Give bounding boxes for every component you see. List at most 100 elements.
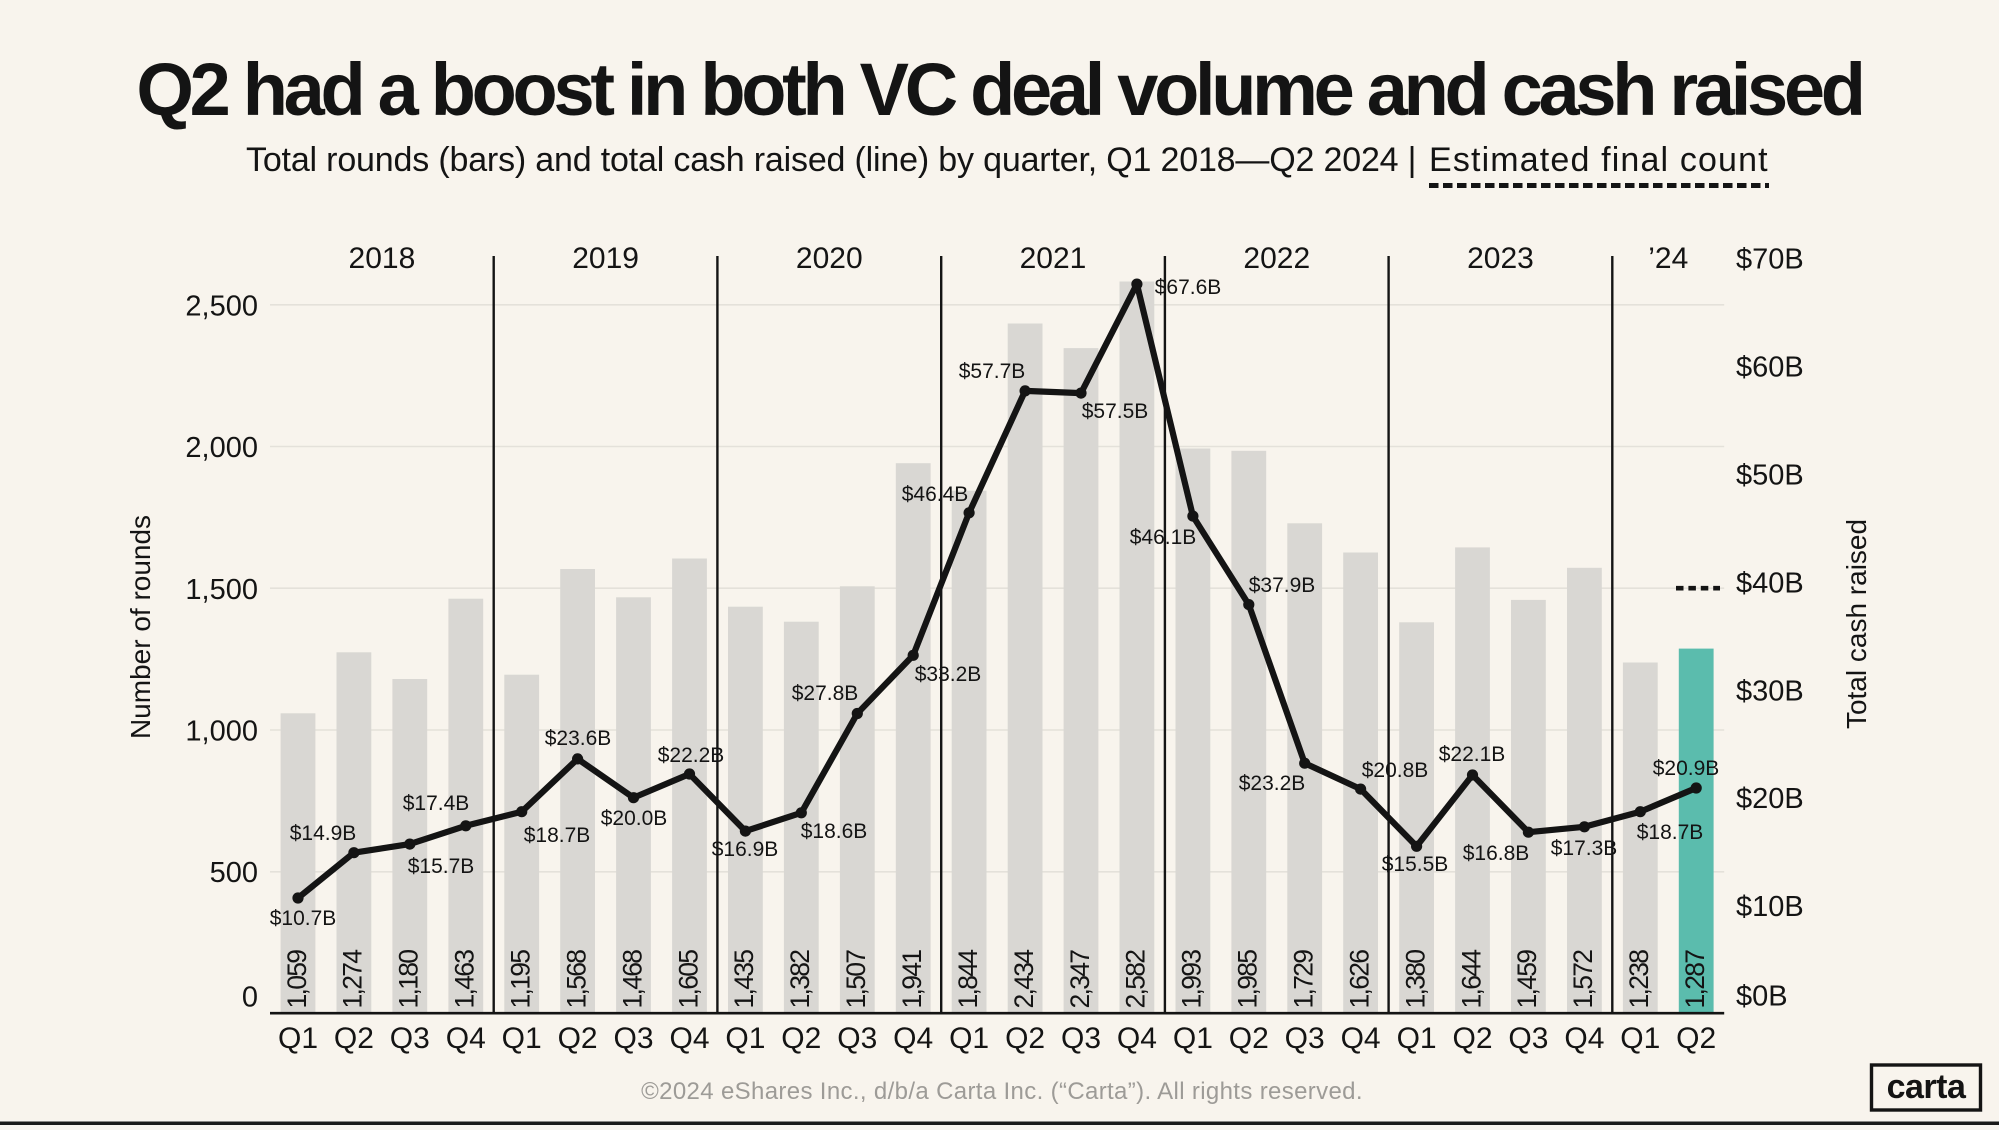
svg-text:$16.9B: $16.9B bbox=[712, 838, 779, 861]
svg-text:1,993: 1,993 bbox=[1177, 950, 1207, 1009]
svg-text:2020: 2020 bbox=[796, 242, 863, 275]
svg-text:1,459: 1,459 bbox=[1512, 950, 1542, 1009]
svg-text:Q2: Q2 bbox=[781, 1022, 821, 1055]
svg-text:Q3: Q3 bbox=[1061, 1022, 1101, 1055]
svg-text:Q1: Q1 bbox=[1397, 1022, 1437, 1055]
svg-text:$10B: $10B bbox=[1736, 891, 1804, 923]
svg-text:Q1: Q1 bbox=[1173, 1022, 1213, 1055]
svg-text:$37.9B: $37.9B bbox=[1249, 574, 1316, 597]
svg-text:Q3: Q3 bbox=[1285, 1022, 1325, 1055]
svg-text:Q4: Q4 bbox=[669, 1022, 709, 1055]
svg-text:$46.4B: $46.4B bbox=[902, 483, 969, 506]
svg-text:500: 500 bbox=[210, 857, 258, 889]
svg-text:1,626: 1,626 bbox=[1344, 950, 1374, 1009]
svg-text:1,195: 1,195 bbox=[506, 950, 536, 1009]
svg-text:Number of rounds: Number of rounds bbox=[125, 515, 156, 739]
svg-text:$22.1B: $22.1B bbox=[1439, 743, 1506, 766]
svg-text:Q4: Q4 bbox=[1564, 1022, 1604, 1055]
svg-text:1,729: 1,729 bbox=[1289, 950, 1319, 1009]
svg-text:1,644: 1,644 bbox=[1456, 950, 1486, 1009]
svg-text:1,985: 1,985 bbox=[1233, 950, 1263, 1009]
svg-text:2,434: 2,434 bbox=[1009, 950, 1039, 1009]
svg-text:$60B: $60B bbox=[1736, 352, 1804, 384]
svg-text:1,435: 1,435 bbox=[729, 950, 759, 1009]
svg-text:Q1: Q1 bbox=[949, 1022, 989, 1055]
svg-text:Total cash raised: Total cash raised bbox=[1841, 519, 1872, 729]
svg-text:1,382: 1,382 bbox=[785, 950, 815, 1009]
svg-text:Total rounds (bars) and total: Total rounds (bars) and total cash raise… bbox=[246, 141, 1416, 179]
svg-text:1,572: 1,572 bbox=[1568, 950, 1598, 1009]
svg-text:carta: carta bbox=[1887, 1068, 1967, 1106]
svg-text:$16.8B: $16.8B bbox=[1463, 842, 1530, 865]
svg-text:Q1: Q1 bbox=[278, 1022, 318, 1055]
svg-text:Q2: Q2 bbox=[1229, 1022, 1269, 1055]
svg-text:$22.2B: $22.2B bbox=[658, 744, 725, 767]
svg-text:$30B: $30B bbox=[1736, 675, 1804, 707]
svg-text:Q2: Q2 bbox=[1452, 1022, 1492, 1055]
svg-text:$57.5B: $57.5B bbox=[1082, 400, 1149, 423]
svg-text:1,238: 1,238 bbox=[1624, 950, 1654, 1009]
svg-text:$14.9B: $14.9B bbox=[290, 822, 357, 845]
svg-text:$10.7B: $10.7B bbox=[270, 907, 337, 930]
svg-text:$20.9B: $20.9B bbox=[1653, 757, 1720, 780]
svg-text:Q2: Q2 bbox=[334, 1022, 374, 1055]
svg-text:$67.6B: $67.6B bbox=[1155, 276, 1222, 299]
svg-text:$23.6B: $23.6B bbox=[545, 727, 612, 750]
svg-text:1,844: 1,844 bbox=[953, 950, 983, 1009]
svg-text:$23.2B: $23.2B bbox=[1239, 772, 1306, 795]
svg-text:0: 0 bbox=[242, 982, 258, 1014]
svg-text:1,500: 1,500 bbox=[185, 574, 258, 606]
svg-text:$33.2B: $33.2B bbox=[915, 663, 982, 686]
svg-text:1,468: 1,468 bbox=[617, 950, 647, 1009]
svg-text:1,274: 1,274 bbox=[338, 950, 368, 1009]
svg-text:$20B: $20B bbox=[1736, 783, 1804, 815]
svg-text:1,463: 1,463 bbox=[450, 950, 480, 1009]
svg-text:2,582: 2,582 bbox=[1121, 950, 1151, 1009]
svg-text:2018: 2018 bbox=[349, 242, 416, 275]
svg-text:Q2: Q2 bbox=[1676, 1022, 1716, 1055]
svg-text:1,568: 1,568 bbox=[561, 950, 591, 1009]
svg-text:2021: 2021 bbox=[1020, 242, 1087, 275]
svg-text:Q4: Q4 bbox=[893, 1022, 933, 1055]
svg-text:1,941: 1,941 bbox=[897, 950, 927, 1009]
svg-text:Q1: Q1 bbox=[1620, 1022, 1660, 1055]
svg-text:$27.8B: $27.8B bbox=[792, 682, 859, 705]
svg-text:Estimated final count: Estimated final count bbox=[1429, 141, 1769, 179]
svg-text:2023: 2023 bbox=[1467, 242, 1534, 275]
svg-text:$0B: $0B bbox=[1736, 981, 1788, 1013]
svg-text:Q1: Q1 bbox=[725, 1022, 765, 1055]
svg-text:2,500: 2,500 bbox=[185, 290, 258, 322]
svg-text:Q3: Q3 bbox=[613, 1022, 653, 1055]
svg-text:$70B: $70B bbox=[1736, 244, 1804, 276]
svg-text:2,000: 2,000 bbox=[185, 432, 258, 464]
svg-text:Q4: Q4 bbox=[1117, 1022, 1157, 1055]
svg-text:Q2: Q2 bbox=[1005, 1022, 1045, 1055]
svg-text:$15.7B: $15.7B bbox=[408, 855, 475, 878]
svg-text:$40B: $40B bbox=[1736, 567, 1804, 599]
svg-text:$15.5B: $15.5B bbox=[1382, 853, 1449, 876]
svg-text:1,180: 1,180 bbox=[394, 950, 424, 1009]
svg-text:1,059: 1,059 bbox=[282, 950, 312, 1009]
svg-text:Q2 had a boost in both VC deal: Q2 had a boost in both VC deal volume an… bbox=[136, 48, 1861, 131]
svg-text:$17.4B: $17.4B bbox=[403, 792, 470, 815]
svg-text:$46.1B: $46.1B bbox=[1130, 526, 1197, 549]
svg-text:$18.7B: $18.7B bbox=[1637, 821, 1704, 844]
svg-text:1,507: 1,507 bbox=[841, 950, 871, 1009]
svg-text:$18.6B: $18.6B bbox=[801, 820, 868, 843]
svg-text:$50B: $50B bbox=[1736, 460, 1804, 492]
svg-text:$57.7B: $57.7B bbox=[959, 360, 1026, 383]
svg-text:Q1: Q1 bbox=[502, 1022, 542, 1055]
svg-text:1,605: 1,605 bbox=[673, 950, 703, 1009]
svg-text:Q3: Q3 bbox=[837, 1022, 877, 1055]
svg-text:©2024 eShares Inc., d/b/a Cart: ©2024 eShares Inc., d/b/a Carta Inc. (“C… bbox=[641, 1078, 1363, 1105]
svg-text:Q3: Q3 bbox=[1508, 1022, 1548, 1055]
svg-text:$17.3B: $17.3B bbox=[1551, 837, 1618, 860]
svg-text:2022: 2022 bbox=[1243, 242, 1310, 275]
svg-text:$20.8B: $20.8B bbox=[1362, 759, 1429, 782]
svg-text:$20.0B: $20.0B bbox=[601, 807, 668, 830]
svg-text:1,380: 1,380 bbox=[1400, 950, 1430, 1009]
svg-text:1,287: 1,287 bbox=[1680, 950, 1710, 1009]
svg-text:Q3: Q3 bbox=[390, 1022, 430, 1055]
svg-text:Q2: Q2 bbox=[558, 1022, 598, 1055]
svg-text:1,000: 1,000 bbox=[185, 716, 258, 748]
